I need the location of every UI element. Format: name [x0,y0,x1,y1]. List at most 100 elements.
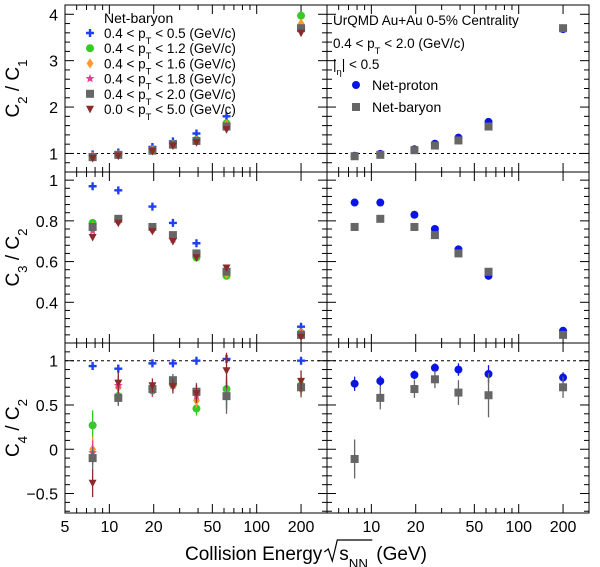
data-point-square [484,122,493,131]
text-part: 1 [15,59,30,66]
x-axis-label-unit: (GeV) [376,544,427,565]
text-part: / C [3,67,24,97]
data-point-square [222,392,231,401]
data-point-tri-down [114,379,123,388]
text-part: s [339,544,349,565]
text-part: 0.4 < p [104,72,146,87]
text-part: 100 [505,519,532,536]
data-point-tri-down [192,139,201,147]
data-point-cross [148,359,157,368]
data-point-tri-down [88,233,97,242]
data-point-tri-down [192,254,201,262]
legend-marker-star [85,74,95,83]
data-point-circle [410,210,419,219]
text-part: 0.4 < p [333,36,375,51]
text-part: 2 [15,96,30,103]
x-tick-label: 200 [288,519,315,536]
y-tick-label: 1 [49,173,58,190]
data-point-square [192,249,201,258]
legend-marker-circle [352,81,360,89]
data-point-cross [114,186,123,195]
data-point-circle [430,363,439,372]
text-part: 1 [49,354,58,371]
text-part: 1 [49,146,58,163]
panel-frame [326,4,590,173]
y-tick-label: 1 [49,354,58,371]
text-part: 200 [550,519,577,536]
y-tick-label: 0.8 [36,214,58,231]
legend-label: 0.4 < pT < 0.5 (GeV/c) [104,26,236,47]
data-point-square [114,214,123,223]
data-point-tri-down [148,382,157,390]
x-tick-label: 200 [550,519,577,536]
text-part: 0.8 [36,214,58,231]
data-point-square [350,222,359,231]
text-part: 20 [407,519,425,536]
legend-marker-tri-down [86,105,94,114]
x-tick-label: 10 [100,519,118,536]
text-part: 0.4 < p [104,41,146,56]
legend-marker-square [86,89,94,98]
data-point-square [410,222,419,231]
text-part: 0.4 < p [104,26,146,41]
text-part: UrQMD Au+Au 0-5% Centrality [333,13,519,28]
legend-label: 0.4 < pT < 1.8 (GeV/c) [104,72,236,93]
text-part: 4 [15,436,30,443]
axis-ticks: 1 2 3 4 0.4 0.6 0.8 1 −0.5 0 0.5 1 5 10 20 50 100 200 10 20… [26,4,590,536]
legend-marker-diamond [86,58,94,69]
legend-header: UrQMD Au+Au 0-5% Centrality [333,13,519,28]
legend-label: 0.4 < pT < 1.6 (GeV/c) [104,56,236,77]
data-point-cross [148,202,157,211]
legend-title: Net-baryon [104,10,173,26]
data-point-square [410,146,419,155]
text-part: 50 [203,519,221,536]
y-tick-label: 0.5 [36,398,58,415]
text-part: 0.0 < p [104,102,146,117]
data-point-square [350,152,359,161]
data-point-square [376,150,385,159]
x-axis-label: Collision Energy [185,544,323,565]
text-part: / C [3,236,24,266]
data-point-tri-down [168,238,177,246]
text-part: / C [3,406,24,436]
data-point-square [168,231,177,240]
data-point-tri-down [114,219,123,228]
data-point-circle [350,198,359,207]
legend-header: |η| < 0.5 [333,57,379,78]
data-point-tri-down [222,126,231,134]
text-part: 10 [100,519,118,536]
text-part: 0.5 [36,398,58,415]
x-tick-label: 10 [362,519,380,536]
data-point-cross [168,218,177,227]
data-point-square [484,391,493,400]
data-point-cross [168,359,177,368]
data-point-tri-down [297,29,306,38]
text-part: < 1.6 (GeV/c) [151,56,235,71]
y-tick-label: 0.4 [36,295,58,312]
data-point-circle [410,370,419,379]
legend-label: 0.0 < pT < 5.0 (GeV/c) [104,102,236,123]
data-point-square [410,385,419,394]
text-part: 3 [15,265,30,272]
y-tick-label: 3 [49,54,58,71]
text-part: C [3,104,24,118]
data-point-square [454,136,463,145]
x-tick-label: 50 [203,519,221,536]
y-tick-label: 2 [49,100,58,117]
text-part: < 1.8 (GeV/c) [151,72,235,87]
text-part: | < 0.5 [342,57,380,72]
text-part: < 5.0 (GeV/c) [151,102,235,117]
text-part: 200 [288,519,315,536]
text-part: 2 [15,228,30,235]
text-part: 0.4 [36,295,58,312]
text-part: T [146,51,152,62]
text-part: T [375,46,381,57]
data-point-square [559,383,568,392]
data-point-cross [192,239,201,248]
text-part: T [146,96,152,107]
data-point-cross [297,356,306,365]
data-point-square [559,330,568,339]
legend-marker-circle [86,44,94,53]
